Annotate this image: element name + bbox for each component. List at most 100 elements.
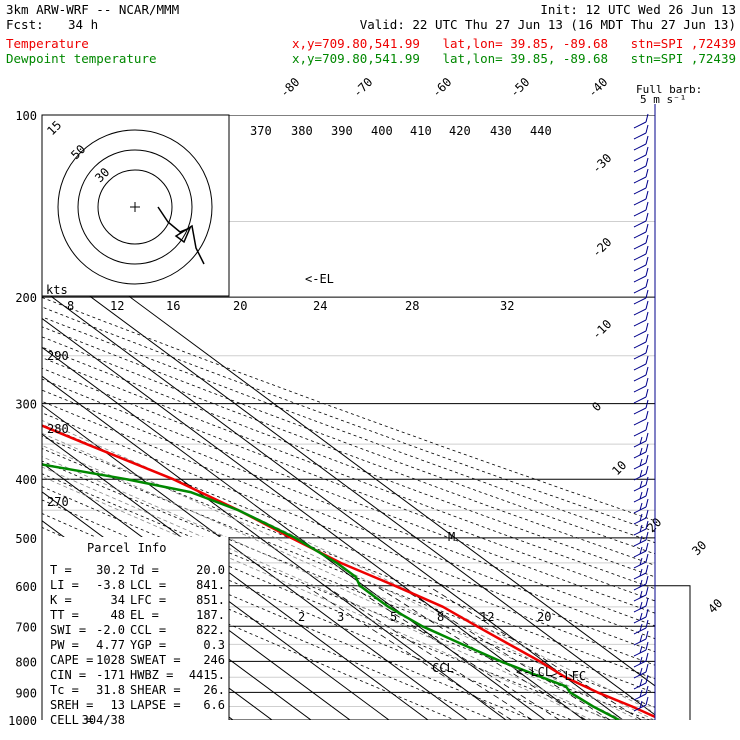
barb-flag [645, 157, 649, 167]
isotherm-label: -70 [350, 75, 375, 100]
mixing-ratio-label: 12 [110, 299, 124, 313]
parcel-value: CAPE = [50, 653, 93, 667]
barb-flag [645, 223, 649, 233]
temperature-location: x,y=709.80,541.99 lat,lon= 39.85, -89.68… [291, 36, 736, 51]
barb-flag [645, 597, 649, 607]
barb-flag [639, 601, 643, 610]
isotherm-label: -40 [585, 75, 610, 100]
wind-barb [633, 135, 649, 151]
barb-flag [645, 575, 649, 585]
isotherm-line [42, 404, 468, 720]
pressure-label: 100 [15, 109, 37, 123]
isotherm-line [42, 317, 585, 720]
parcel-value: PW = [50, 638, 79, 652]
parcel-value: LI = [50, 578, 79, 592]
parcel-value: 0.3 [203, 638, 225, 652]
barb-staff [633, 330, 647, 338]
dry-adiabat [42, 412, 655, 653]
barb-flag [645, 476, 649, 486]
wind-barb [633, 355, 649, 371]
barb-staff [633, 187, 647, 195]
barb-staff [633, 363, 647, 371]
barb-flag [645, 454, 649, 464]
theta-label: 410 [410, 124, 432, 138]
wind-barb [633, 267, 649, 283]
barb-staff [633, 385, 647, 393]
wind-barb [633, 542, 649, 558]
isotherm-label: -10 [589, 317, 614, 342]
wind-barb [633, 586, 649, 602]
parcel-value: 26. [203, 683, 225, 697]
barb-flag [645, 388, 649, 398]
parcel-value: LAPSE = [130, 698, 181, 712]
wind-barb [633, 113, 649, 129]
barb-flag [639, 667, 643, 676]
barb-flag [639, 546, 643, 555]
mixing-ratio-label: 24 [313, 299, 327, 313]
pressure-label: 700 [15, 620, 37, 634]
mixing-ratio-label: 16 [166, 299, 180, 313]
barb-flag [639, 634, 643, 643]
init-time: Init: 12 UTC Wed 26 Jun 13 [540, 2, 736, 17]
dry-adiabat [42, 326, 655, 555]
barb-staff [633, 231, 647, 239]
barb-flag [639, 502, 643, 511]
barb-flag [639, 469, 643, 478]
hodograph-units: kts [46, 283, 68, 297]
wind-barb [633, 696, 649, 712]
barb-flag [645, 586, 649, 596]
parcel-value: 841. [196, 578, 225, 592]
theta-label: 270 [47, 495, 69, 509]
barb-flag [645, 663, 649, 673]
sounding-annotation: M [448, 530, 455, 544]
wind-barb [633, 399, 649, 415]
dry-adiabat [42, 499, 572, 720]
parcel-value: -3.8 [96, 578, 125, 592]
mixing-ratio-label: 5 [390, 610, 397, 624]
barb-staff [633, 253, 647, 261]
parcel-value: T = [50, 563, 72, 577]
barb-staff [633, 176, 647, 184]
parcel-value: -2.0 [96, 623, 125, 637]
wind-barb [633, 223, 649, 239]
parcel-value: HWBZ = [130, 668, 173, 682]
theta-label: 420 [449, 124, 471, 138]
wind-barb [633, 432, 649, 448]
wind-barb [633, 476, 649, 492]
parcel-value: SHEAR = [130, 683, 181, 697]
mixing-ratio-label: 32 [500, 299, 514, 313]
barb-flag [645, 553, 649, 563]
parcel-value: 30.2 [96, 563, 125, 577]
wind-barb [633, 179, 649, 195]
barb-flag [645, 421, 649, 431]
moist-adiabat [42, 444, 639, 720]
dry-adiabat [42, 435, 655, 680]
wind-barb [633, 630, 649, 646]
wind-barb [633, 564, 649, 580]
isotherm-label: -50 [507, 75, 532, 100]
barb-flag [639, 656, 643, 665]
wind-barb [633, 311, 649, 327]
parcel-value: 187. [196, 608, 225, 622]
barb-flag [639, 524, 643, 533]
parcel-value: SWEAT = [130, 653, 181, 667]
barb-flag [645, 498, 649, 508]
sounding-annotation: CCL [432, 661, 454, 675]
pressure-label: 400 [15, 473, 37, 487]
isotherm-line [42, 375, 507, 720]
barb-flag [645, 311, 649, 321]
diagram-edge [655, 585, 691, 720]
header: 3km ARW-WRF -- NCAR/MMM Init: 12 UTC Wed… [0, 0, 740, 70]
barb-flag [645, 146, 649, 156]
parcel-info-box: Parcel Info T = 30.2 Td = 20.0 LI = -3.8 LCL = 8… [42, 537, 230, 727]
dry-adiabat [42, 448, 655, 694]
barb-flag [645, 487, 649, 497]
pressure-label: 800 [15, 655, 37, 669]
isotherm-label: 0 [589, 399, 604, 414]
dewpoint-line [42, 463, 620, 720]
mixing-ratio-label: 2 [298, 610, 305, 624]
barb-flag [645, 366, 649, 376]
theta-label: 400 [371, 124, 393, 138]
wind-barb [633, 234, 649, 250]
barb-flag [645, 179, 649, 189]
